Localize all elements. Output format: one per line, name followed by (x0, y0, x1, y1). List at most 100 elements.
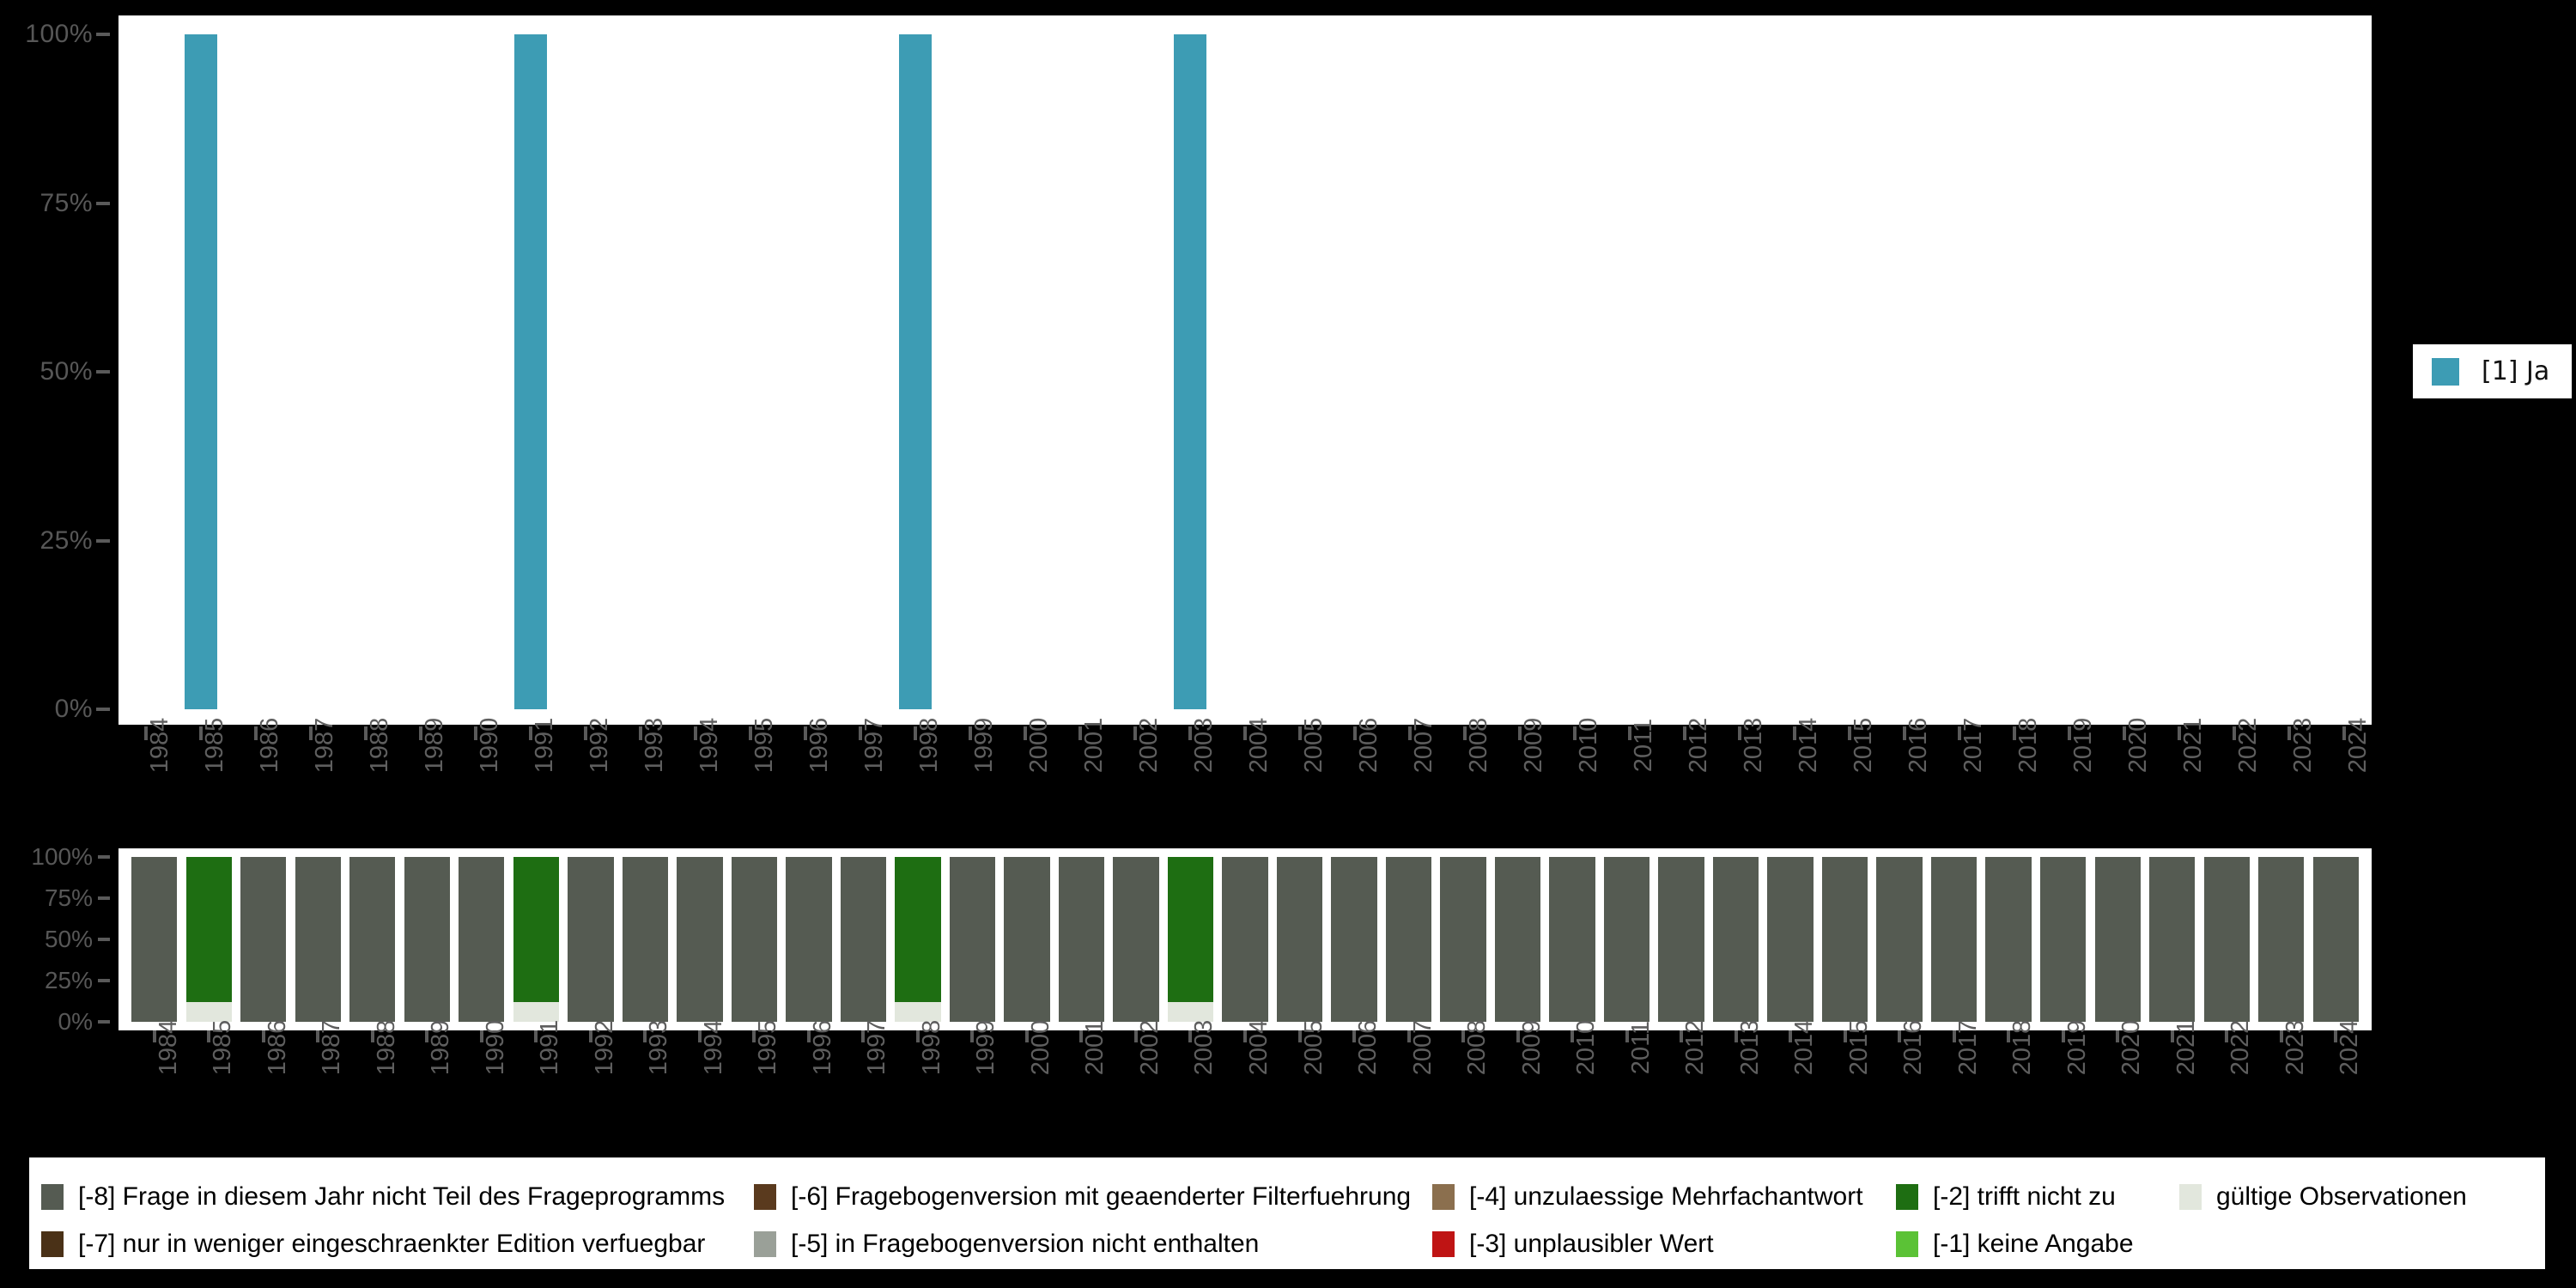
y-tick-label-25: 25% (39, 526, 93, 555)
x-tick-label-1999: 1999 (970, 717, 998, 774)
missing-x-tick-label-1984: 1984 (154, 1019, 182, 1076)
missing-stack-1997 (840, 857, 887, 1022)
missing-stack-2001 (1058, 857, 1105, 1022)
missing-y-tick-label-100: 100% (31, 843, 93, 870)
missing-seg-2021--8 (2149, 857, 2196, 1022)
missing-x-tick-label-1999: 1999 (972, 1019, 1000, 1076)
missing-stack-1996 (786, 857, 832, 1022)
missing-x-tick-2006 (1352, 1030, 1357, 1042)
missing-seg-1986--8 (240, 857, 287, 1022)
legend-item-5-in-fragebogenversion-nicht-enthalten[interactable]: [-5] in Fragebogenversion nicht enthalte… (754, 1230, 1432, 1259)
x-tick-2018 (2013, 726, 2016, 740)
bar-1991 (513, 34, 548, 709)
missing-seg-1985-valid (185, 1001, 232, 1022)
missing-x-tick-label-2011: 2011 (1626, 1020, 1655, 1075)
x-tick-label-2018: 2018 (2014, 717, 2042, 774)
missing-seg-2014--8 (1767, 857, 1814, 1022)
missing-stack-2019 (2040, 857, 2087, 1022)
missing-stack-1992 (568, 857, 614, 1022)
legend-item-2-trifft-nicht-zu[interactable]: [-2] trifft nicht zu (1896, 1182, 2179, 1212)
missing-stack-1984 (131, 857, 178, 1022)
missing-x-tick-1993 (643, 1030, 647, 1042)
x-tick-2009 (1518, 726, 1522, 740)
missing-x-tick-label-2017: 2017 (1953, 1019, 1982, 1076)
x-tick-2015 (1848, 726, 1851, 740)
x-tick-label-1990: 1990 (476, 717, 503, 774)
missing-x-tick-1987 (316, 1030, 320, 1042)
legend-item-8-frage-in-diesem-jahr-nicht-teil-des-frageprogramms[interactable]: [-8] Frage in diesem Jahr nicht Teil des… (41, 1182, 754, 1212)
x-tick-1997 (859, 726, 862, 740)
legend-item-label: [-5] in Fragebogenversion nicht enthalte… (791, 1229, 1260, 1258)
series-legend[interactable]: [1] Ja (2413, 344, 2573, 398)
x-tick-1994 (694, 726, 697, 740)
x-tick-label-1986: 1986 (256, 717, 283, 774)
x-tick-label-2000: 2000 (1025, 717, 1053, 774)
missing-stack-2018 (1985, 857, 2032, 1022)
missing-stack-1999 (949, 857, 996, 1022)
missing-x-tick-2010 (1571, 1030, 1575, 1042)
missing-x-tick-label-2004: 2004 (1245, 1019, 1273, 1076)
missing-seg-2023--8 (2258, 857, 2305, 1022)
missing-stack-1991 (513, 857, 559, 1022)
x-tick-2019 (2068, 726, 2071, 740)
x-tick-label-2013: 2013 (1740, 717, 1767, 774)
x-tick-label-1988: 1988 (366, 717, 393, 774)
missing-stack-2022 (2203, 857, 2250, 1022)
x-tick-1991 (529, 726, 532, 740)
missing-stack-1989 (404, 857, 450, 1022)
legend-item-1-keine-angabe[interactable]: [-1] keine Angabe (1896, 1230, 2179, 1259)
y-tick-25 (96, 538, 110, 543)
legend-swatch-ja (2432, 357, 2459, 386)
missing-stack-2020 (2094, 857, 2141, 1022)
y-tick-75 (96, 201, 110, 205)
legend-item-6-fragebogenversion-mit-geaenderter-filterfuehrung[interactable]: [-6] Fragebogenversion mit geaenderter F… (754, 1182, 1432, 1212)
legend-item-g-ltige-observationen[interactable]: gültige Observationen (2179, 1182, 2540, 1212)
missing-x-tick-1997 (861, 1030, 866, 1042)
missing-x-tick-2020 (2116, 1030, 2120, 1042)
x-tick-2022 (2233, 726, 2236, 740)
x-tick-label-2022: 2022 (2234, 717, 2262, 774)
missing-stack-2003 (1167, 857, 1214, 1022)
y-tick-label-0: 0% (54, 695, 93, 723)
missing-seg-1985--2 (185, 857, 232, 1002)
missing-stack-2015 (1821, 857, 1868, 1022)
missing-x-tick-label-1989: 1989 (427, 1019, 455, 1076)
missing-seg-2011--8 (1603, 857, 1650, 1022)
x-tick-label-1996: 1996 (805, 717, 833, 774)
legend-swatch-icon (1896, 1183, 1918, 1210)
top-plot-area (118, 15, 2372, 725)
missing-seg-1996--8 (786, 857, 832, 1022)
missing-seg-1990--8 (459, 857, 505, 1022)
legend-row-2: [-7] nur in weniger eingeschraenkter Edi… (41, 1220, 2545, 1267)
x-tick-1996 (804, 726, 807, 740)
x-tick-label-2014: 2014 (1795, 717, 1822, 774)
legend-item-7-nur-in-weniger-eingeschraenkter-edition-verfuegbar[interactable]: [-7] nur in weniger eingeschraenkter Edi… (41, 1230, 754, 1259)
x-tick-label-2012: 2012 (1685, 717, 1712, 774)
missing-stack-2007 (1385, 857, 1432, 1022)
missing-codes-legend[interactable]: [-8] Frage in diesem Jahr nicht Teil des… (29, 1157, 2545, 1269)
missing-x-tick-label-1996: 1996 (808, 1019, 836, 1076)
missing-x-tick-2018 (2007, 1030, 2011, 1042)
missing-x-tick-label-1985: 1985 (209, 1019, 237, 1076)
missing-stack-1993 (622, 857, 669, 1022)
legend-item-label: [-2] trifft nicht zu (1933, 1182, 2116, 1211)
missing-stack-2002 (1113, 857, 1159, 1022)
missing-x-tick-label-2006: 2006 (1354, 1019, 1382, 1076)
legend-item-3-unplausibler-wert[interactable]: [-3] unplausibler Wert (1432, 1230, 1896, 1259)
missing-x-tick-1991 (534, 1030, 538, 1042)
missing-x-tick-1995 (752, 1030, 756, 1042)
missing-x-tick-label-2005: 2005 (1299, 1019, 1327, 1076)
x-tick-label-1995: 1995 (750, 717, 778, 774)
missing-seg-2017--8 (1930, 857, 1978, 1022)
missing-seg-2016--8 (1876, 857, 1923, 1022)
missing-x-tick-label-2018: 2018 (2008, 1019, 2037, 1076)
x-tick-1998 (914, 726, 917, 740)
missing-x-tick-label-2009: 2009 (1517, 1019, 1546, 1076)
legend-item-4-unzulaessige-mehrfachantwort[interactable]: [-4] unzulaessige Mehrfachantwort (1432, 1182, 1896, 1212)
missing-y-tick-100 (98, 855, 110, 859)
x-tick-2013 (1738, 726, 1741, 740)
missing-x-tick-label-1991: 1991 (536, 1019, 564, 1076)
missing-seg-1997--8 (840, 857, 887, 1022)
x-tick-2007 (1408, 726, 1412, 740)
missing-seg-2024--8 (2312, 857, 2359, 1022)
